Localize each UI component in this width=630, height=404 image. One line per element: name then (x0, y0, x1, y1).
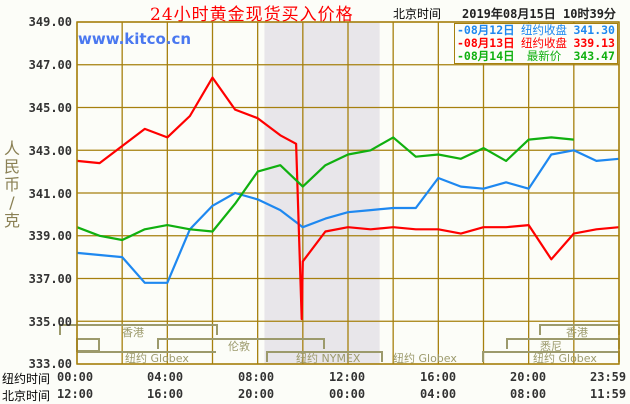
x-tick-ny: 04:00 (147, 370, 184, 384)
legend-item-aug13: -08月13日 纽约收盘 339.13 (455, 37, 617, 50)
x-tick-ny: 20:00 (510, 370, 547, 384)
y-tick: 345.00 (28, 101, 72, 115)
x-tick-bj: 20:00 (238, 387, 275, 401)
y-tick: 341.00 (28, 187, 72, 201)
legend-date: -08月12日 (457, 23, 515, 37)
session-label-sydney: 悉尼 (540, 340, 562, 353)
legend-value: 341.30 (573, 23, 615, 37)
legend-date: -08月14日 (457, 49, 515, 63)
y-tick: 339.00 (28, 229, 72, 243)
y-axis-label-char: 民 (3, 157, 20, 176)
session-label-hongkong: 香港 (566, 326, 588, 339)
y-axis-label-char: 人 (3, 139, 20, 158)
y-axis-label: 人 民 币 / 克 (2, 140, 22, 230)
x-tick-bj: 08:00 (510, 387, 547, 401)
series-line (76, 136, 574, 242)
y-tick: 347.00 (28, 58, 72, 72)
legend-value: 343.47 (573, 49, 615, 63)
plot-border (76, 21, 620, 365)
x-tick-ny: 00:00 (57, 370, 94, 384)
legend-value: 339.13 (573, 36, 615, 50)
session-bar-london (157, 338, 325, 349)
x-tick-ny: 23:59 (590, 370, 627, 384)
update-datetime: 2019年08月15日 10时39分 (462, 7, 616, 21)
y-tick: 337.00 (28, 272, 72, 286)
series-line (76, 76, 620, 321)
x-tick-bj: 11:59 (590, 387, 627, 401)
x-tick-ny: 08:00 (238, 370, 275, 384)
x-tick-bj: 16:00 (147, 387, 184, 401)
session-label-globex: 纽约 Globex (393, 351, 457, 365)
chart-title: 24小时黄金现货买入价格 (150, 5, 354, 25)
y-tick: 335.00 (28, 315, 72, 329)
y-tick: 349.00 (28, 15, 72, 29)
timezone-label: 北京时间 (393, 7, 442, 21)
session-label-hongkong: 香港 (122, 326, 144, 339)
legend-item-aug14: -08月14日 最新价 343.47 (455, 50, 617, 63)
kitco-watermark-link[interactable]: www.kitco.cn (78, 30, 192, 48)
bj-time-label: 北京时间 (2, 389, 51, 403)
x-tick-ny: 12:00 (329, 370, 366, 384)
session-bar-hongkong (59, 324, 218, 335)
session-bar-london (76, 338, 100, 352)
session-label-globex: 纽约 Globex (533, 351, 597, 365)
x-tick-bj: 04:00 (420, 387, 457, 401)
session-bar-nymex (266, 351, 383, 362)
legend-item-aug12: -08月12日 纽约收盘 341.30 (455, 24, 617, 37)
session-label-nymex: 纽约 NYMEX (296, 351, 361, 365)
legend: -08月12日 纽约收盘 341.30 -08月13日 纽约收盘 339.13 … (454, 23, 618, 64)
y-tick: 333.00 (28, 357, 72, 371)
legend-date: -08月13日 (457, 36, 515, 50)
series-line (76, 149, 620, 284)
y-axis-label-char: 币 (3, 175, 20, 194)
session-label-globex: 纽约 Globex (125, 351, 189, 365)
legend-label: 最新价 (526, 49, 562, 63)
y-axis-label-char: / (9, 193, 15, 212)
y-tick: 343.00 (28, 144, 72, 158)
legend-label: 纽约收盘 (521, 23, 568, 37)
session-label-london: 伦敦 (228, 339, 250, 353)
x-tick-ny: 16:00 (420, 370, 457, 384)
x-tick-bj: 00:00 (329, 387, 366, 401)
x-tick-bj: 12:00 (57, 387, 94, 401)
y-axis-label-char: 克 (3, 211, 20, 230)
ny-time-label: 纽约时间 (2, 372, 51, 386)
legend-label: 纽约收盘 (521, 36, 568, 50)
session-bar-sydney (506, 338, 620, 349)
